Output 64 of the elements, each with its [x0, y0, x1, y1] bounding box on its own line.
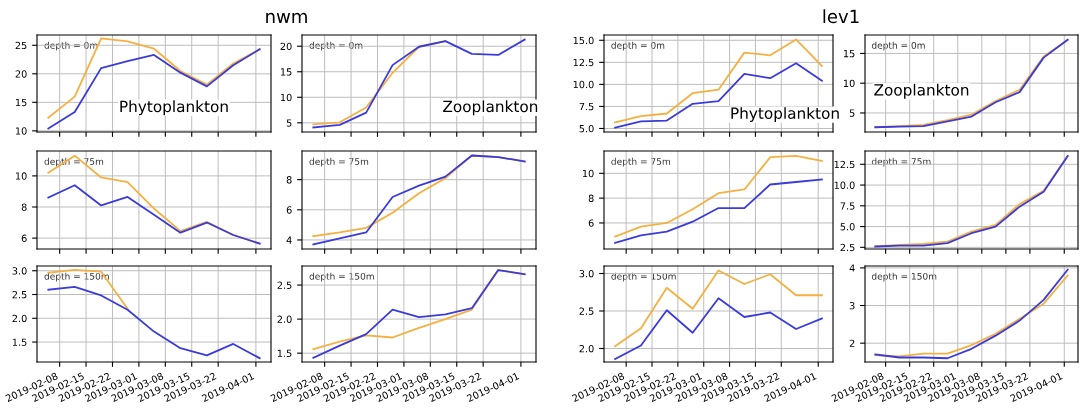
y-tick-label: 10: [15, 127, 27, 135]
y-tick-label: 10: [582, 169, 594, 178]
y-tick-label: 6: [21, 234, 27, 242]
y-tick-label: 2.5: [840, 243, 855, 252]
annotation: depth = 75m: [871, 157, 931, 167]
y-tick-label: 2.0: [12, 314, 27, 323]
y-tick-label: 5.0: [579, 124, 594, 133]
y-tick-label: 2.0: [579, 344, 594, 353]
y-tick-label: 6: [286, 206, 292, 214]
y-tick-label: 3: [849, 302, 855, 310]
annotation: depth = 0m: [44, 41, 98, 51]
y-tick-label: 15: [843, 50, 855, 58]
annotation: depth = 75m: [611, 157, 670, 167]
y-tick-label: 4: [286, 236, 292, 244]
annotation: depth = 0m: [871, 41, 925, 51]
y-tick-label: 10.0: [834, 181, 855, 189]
annotation: depth = 75m: [309, 157, 369, 167]
y-tick-label: 5: [286, 119, 292, 127]
annotation: Zooplankton: [874, 83, 969, 99]
y-tick-label: 20: [280, 42, 292, 51]
y-tick-label: 4: [849, 264, 855, 272]
y-tick-label: 8: [21, 203, 27, 211]
annotation: depth = 0m: [309, 41, 363, 51]
y-tick-label: 15: [15, 98, 27, 107]
y-tick-label: 7.5: [840, 202, 855, 210]
y-tick-label: 15.0: [573, 36, 594, 45]
chart-title: lev1: [823, 9, 859, 24]
annotation: depth = 150m: [871, 272, 937, 282]
y-tick-label: 10: [280, 93, 292, 102]
y-tick-label: 1.5: [277, 349, 292, 357]
annotation: Phytoplankton: [731, 107, 839, 122]
y-tick-label: 3.0: [12, 267, 27, 275]
y-tick-label: 2.5: [277, 281, 292, 289]
line-series: [614, 297, 823, 360]
y-tick-label: 6: [588, 219, 594, 227]
y-tick-label: 8: [286, 176, 292, 184]
y-tick-label: 8: [588, 194, 594, 202]
line-series: [614, 178, 823, 244]
y-tick-label: 15: [280, 68, 292, 76]
y-tick-label: 10: [843, 79, 855, 88]
y-tick-label: 7.5: [579, 103, 594, 111]
y-tick-label: 12.5: [834, 160, 855, 169]
y-tick-label: 12.5: [573, 58, 594, 67]
y-tick-label: 25: [15, 41, 27, 50]
chart-title: nwm: [266, 12, 307, 23]
annotation: depth = 150m: [611, 272, 676, 282]
y-tick-label: 2: [849, 339, 855, 347]
y-tick-label: 2.0: [277, 315, 292, 323]
line-series: [47, 286, 261, 360]
annotation: Zooplankton: [443, 100, 538, 116]
annotation: depth = 150m: [309, 272, 374, 282]
line-series: [47, 184, 261, 245]
y-tick-label: 2.5: [12, 290, 27, 299]
y-tick-label: 5.0: [840, 223, 855, 231]
y-tick-label: 10: [15, 172, 27, 180]
annotation: depth = 0m: [611, 41, 665, 51]
y-tick-label: 5: [849, 109, 855, 117]
y-tick-label: 1.5: [12, 338, 27, 346]
y-tick-label: 2.5: [579, 307, 594, 315]
y-tick-label: 10.0: [573, 80, 594, 89]
y-tick-label: 3.0: [579, 269, 594, 278]
line-series: [874, 155, 1069, 248]
annotation: Phytoplankton: [120, 100, 228, 116]
y-tick-label: 20: [15, 70, 27, 78]
